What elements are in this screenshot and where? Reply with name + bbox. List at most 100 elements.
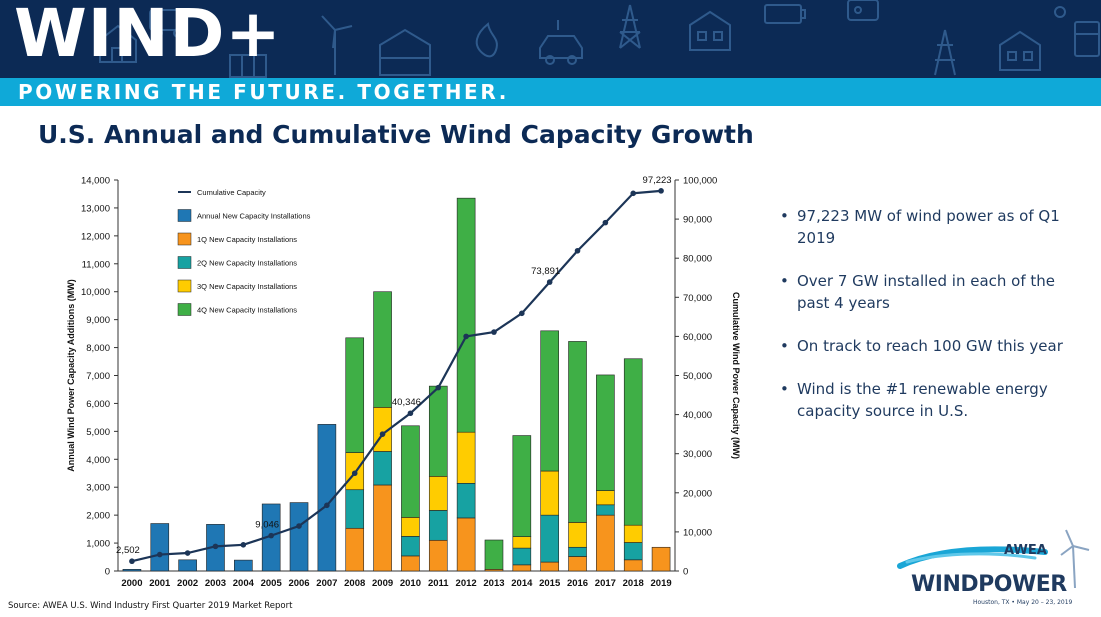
x-tick-label: 2001 <box>149 578 171 589</box>
left-tick-label: 13,000 <box>81 203 110 214</box>
x-tick-label: 2006 <box>288 578 309 589</box>
right-tick-label: 40,000 <box>683 410 712 421</box>
tagline-bar: POWERING THE FUTURE. TOGETHER. <box>0 78 1101 106</box>
right-axis-title: Cumulative Wind Power Capacity (MW) <box>731 292 741 459</box>
cumulative-point <box>268 532 274 539</box>
x-tick-label: 2015 <box>539 578 561 589</box>
legend-swatch <box>177 232 192 246</box>
bullet-point: 97,223 MW of wind power as of Q1 2019 <box>780 205 1080 249</box>
x-tick-label: 2019 <box>651 578 672 589</box>
q3-bar-segment <box>540 470 559 516</box>
cumulative-point <box>240 542 247 548</box>
cumulative-data-label: 2,502 <box>116 545 140 556</box>
annual-bar <box>178 559 197 572</box>
cumulative-point <box>379 431 386 437</box>
key-points-list: 97,223 MW of wind power as of Q1 2019 Ov… <box>780 205 1080 443</box>
windpower-logo-graphic <box>897 529 1090 589</box>
right-tick-label: 70,000 <box>683 293 712 304</box>
q1-bar-segment <box>401 555 420 572</box>
q4-bar-segment <box>345 337 365 453</box>
tagline: POWERING THE FUTURE. TOGETHER. <box>18 80 509 104</box>
q2-bar-segment <box>540 514 559 563</box>
cumulative-point <box>296 523 302 529</box>
cumulative-data-label: 9,046 <box>255 520 279 531</box>
x-tick-label: 2008 <box>344 578 365 589</box>
legend-label: 1Q New Capacity Installations <box>197 235 297 244</box>
cumulative-point <box>463 333 469 340</box>
cumulative-point <box>546 279 553 285</box>
q2-bar-segment <box>512 547 532 566</box>
legend-label: 4Q New Capacity Installations <box>197 306 297 315</box>
cumulative-point <box>351 470 358 477</box>
q1-bar-segment <box>540 561 559 572</box>
annual-bar <box>122 569 142 572</box>
right-tick-label: 90,000 <box>683 215 712 226</box>
q2-bar-segment <box>345 489 365 529</box>
q1-bar-segment <box>373 484 392 572</box>
q3-bar-segment <box>623 524 643 543</box>
cumulative-point <box>630 190 637 197</box>
legend-label: Annual New Capacity Installations <box>197 212 311 221</box>
right-tick-label: 10,000 <box>683 527 712 538</box>
x-tick-label: 2003 <box>205 578 226 589</box>
left-tick-label: 14,000 <box>81 176 110 187</box>
q1-bar-segment <box>456 517 476 572</box>
legend-label: 2Q New Capacity Installations <box>197 259 297 268</box>
cumulative-point <box>435 384 442 391</box>
q1-bar-segment <box>596 514 615 572</box>
source-note: Source: AWEA U.S. Wind Industry First Qu… <box>8 601 293 611</box>
q1-bar-segment <box>623 559 643 572</box>
slide-title: U.S. Annual and Cumulative Wind Capacity… <box>38 120 754 149</box>
x-tick-label: 2013 <box>483 578 504 589</box>
header-banner: WIND+ <box>0 0 1101 78</box>
cumulative-data-label: 73,891 <box>531 266 560 277</box>
q2-bar-segment <box>596 504 615 516</box>
x-tick-label: 2009 <box>372 578 393 589</box>
legend-swatch <box>177 209 192 222</box>
left-tick-label: 5,000 <box>86 427 110 438</box>
right-tick-label: 100,000 <box>683 176 717 187</box>
left-tick-label: 7,000 <box>86 371 110 382</box>
x-tick-label: 2002 <box>177 578 198 589</box>
left-tick-label: 9,000 <box>86 315 110 326</box>
left-tick-label: 8,000 <box>86 343 110 354</box>
cumulative-data-label: 97,223 <box>643 175 672 186</box>
q2-bar-segment <box>428 510 448 541</box>
legend-swatch <box>177 279 192 293</box>
cumulative-point <box>658 188 664 194</box>
q3-bar-segment <box>456 431 476 484</box>
cumulative-point <box>491 329 497 335</box>
annual-bar <box>289 502 309 572</box>
q3-bar-segment <box>401 517 420 537</box>
left-tick-label: 11,000 <box>82 259 110 270</box>
q1-bar-segment <box>345 527 365 572</box>
left-tick-label: 10,000 <box>81 287 110 298</box>
left-tick-label: 0 <box>105 567 110 578</box>
annual-bar <box>150 523 170 572</box>
q3-bar-segment <box>568 522 587 548</box>
cumulative-point <box>519 310 525 317</box>
x-tick-label: 2017 <box>595 578 616 589</box>
x-tick-label: 2012 <box>456 578 477 589</box>
left-tick-label: 4,000 <box>86 455 110 466</box>
q4-bar-segment <box>512 435 532 537</box>
x-tick-label: 2011 <box>428 578 449 589</box>
x-tick-label: 2018 <box>623 578 644 589</box>
x-tick-label: 2014 <box>511 578 533 589</box>
wind-capacity-chart: 0 1,000 2,000 3,000 4,000 5,000 6,000 7,000 8,00… <box>66 175 741 589</box>
q3-bar-segment <box>596 490 615 506</box>
q1-bar-segment <box>428 539 448 572</box>
bullet-point: On track to reach 100 GW this year <box>780 335 1080 357</box>
q2-bar-segment <box>373 451 392 486</box>
left-tick-label: 2,000 <box>86 511 110 522</box>
x-tick-label: 2010 <box>400 578 421 589</box>
q4-bar-segment <box>428 385 448 477</box>
right-tick-label: 60,000 <box>683 332 712 343</box>
right-tick-label: 50,000 <box>683 371 712 382</box>
q4-bar-segment <box>484 539 504 570</box>
legend-label: Cumulative Capacity <box>197 188 266 197</box>
left-axis-title: Annual Wind Power Capacity Additions (MW… <box>66 279 76 472</box>
cumulative-point <box>407 410 414 417</box>
q4-bar-segment <box>623 358 643 526</box>
legend-swatch <box>177 303 192 316</box>
